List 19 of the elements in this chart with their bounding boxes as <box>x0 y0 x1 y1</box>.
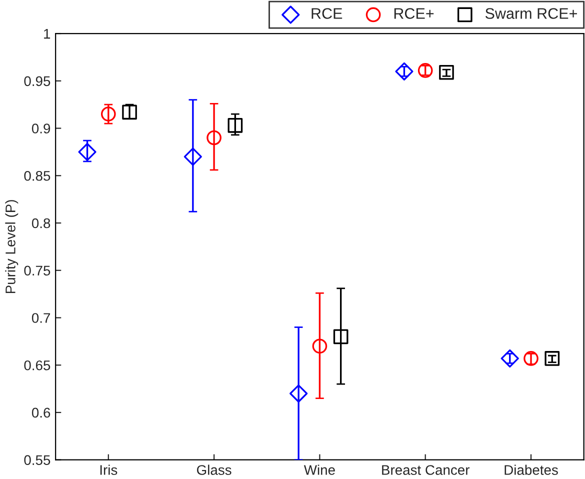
x-tick-label: Glass <box>197 464 232 475</box>
y-tick-label: 0.65 <box>24 360 50 370</box>
x-tick-label: Diabetes <box>504 464 558 475</box>
x-tick-label: Breast Cancer <box>382 465 470 475</box>
y-tick-label: 0.55 <box>24 455 50 466</box>
y-tick-label: 0.9 <box>32 124 50 134</box>
y-tick-label: 1 <box>44 29 50 39</box>
legend-label: RCE <box>312 8 342 19</box>
y-axis-title: Purity Level (P) <box>5 200 18 294</box>
x-tick-label: Iris <box>100 464 118 475</box>
y-tick-label: 0.95 <box>24 76 50 86</box>
legend-label: Swarm RCE+ <box>485 8 577 19</box>
y-tick-label: 0.7 <box>32 313 50 323</box>
y-tick-label: 0.85 <box>24 170 50 181</box>
y-tick-label: 0.75 <box>24 266 50 276</box>
legend-label: RCE+ <box>394 8 434 19</box>
y-tick-label: 0.8 <box>32 218 50 228</box>
x-tick-label: Wine <box>304 464 335 475</box>
y-tick-label: 0.6 <box>32 408 50 418</box>
